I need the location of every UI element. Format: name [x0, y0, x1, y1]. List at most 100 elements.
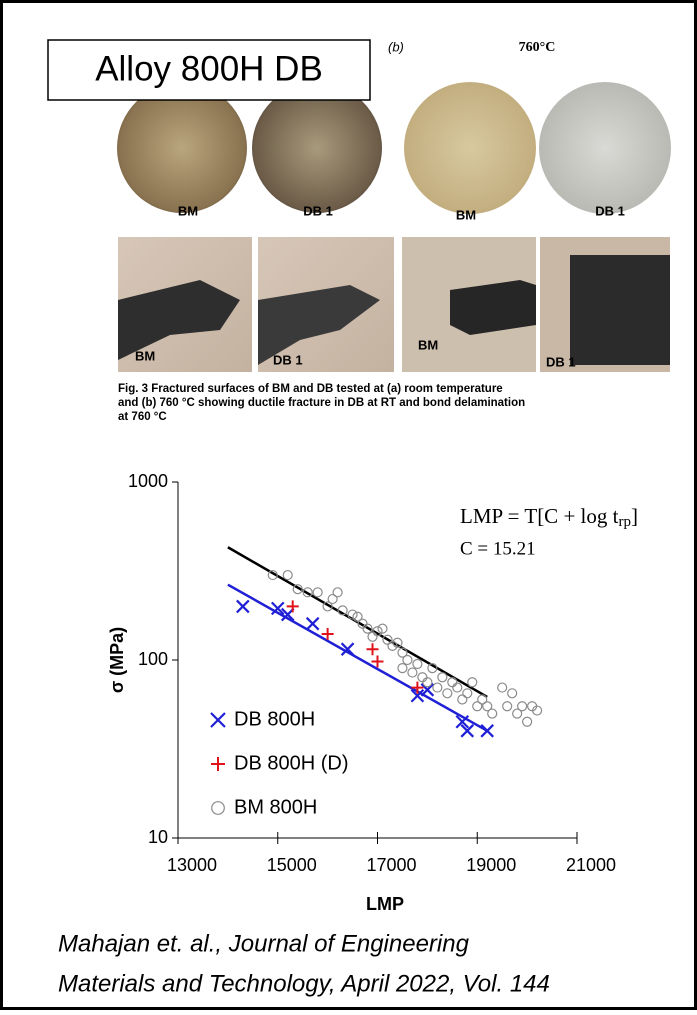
- citation: Mahajan et. al., Journal of Engineering: [58, 930, 470, 957]
- point: [482, 701, 493, 712]
- point: [410, 688, 425, 703]
- point: [340, 642, 355, 656]
- point: [437, 672, 448, 683]
- point: [371, 655, 384, 668]
- point: [462, 688, 473, 699]
- point: [502, 701, 513, 712]
- point: [392, 637, 403, 648]
- point: [377, 623, 388, 634]
- citation: Materials and Technology, April 2022, Vo…: [58, 970, 550, 997]
- point: [292, 584, 303, 595]
- point: [422, 677, 433, 688]
- point: [321, 627, 334, 640]
- title-box: [47, 39, 371, 101]
- photo-label: BM: [178, 203, 198, 218]
- point: [427, 663, 438, 674]
- caption: at 760 °C: [118, 411, 167, 423]
- point: [302, 587, 313, 598]
- point: [457, 694, 468, 705]
- point: [442, 688, 453, 699]
- point: [322, 601, 333, 612]
- photo: [450, 280, 536, 335]
- point: [327, 593, 338, 605]
- point: [432, 682, 443, 693]
- x-tick-label: 15000: [267, 855, 317, 875]
- equation-end: ]: [631, 504, 638, 528]
- equation-main: LMP = T[C + log t: [460, 504, 619, 528]
- x-tick-label: 13000: [167, 855, 217, 875]
- point: [397, 647, 408, 658]
- point: [312, 587, 323, 598]
- y-axis-label: σ (MPa): [107, 627, 127, 693]
- x-axis-label: LMP: [366, 894, 404, 914]
- point: [352, 611, 363, 622]
- point: [407, 667, 418, 678]
- legend-marker: [211, 801, 225, 815]
- point: [447, 677, 458, 688]
- point: [397, 663, 408, 674]
- point: [270, 601, 285, 616]
- point: [477, 694, 488, 705]
- point: [517, 701, 528, 712]
- caption: and (b) 760 °C showing ductile fracture …: [118, 397, 525, 409]
- point: [347, 609, 358, 620]
- equation-sub: rp: [618, 514, 631, 530]
- photo: [118, 280, 240, 360]
- point: [452, 682, 463, 693]
- point: [420, 683, 435, 697]
- panel-label: (b): [388, 39, 404, 54]
- y-tick-label: 100: [138, 649, 168, 669]
- point: [417, 672, 428, 683]
- y-tick-label: 1000: [128, 471, 168, 491]
- photo-label: DB 1: [595, 203, 625, 218]
- photo-label: BM: [456, 207, 476, 222]
- point: [531, 705, 543, 716]
- point: [455, 714, 470, 729]
- photo-label: BM: [418, 337, 438, 352]
- fit-line: [227, 546, 488, 699]
- point: [487, 708, 498, 719]
- point: [337, 605, 348, 616]
- photo: [404, 82, 536, 214]
- point: [267, 569, 278, 581]
- caption: Fig. 3 Fractured surfaces of BM and DB t…: [118, 383, 503, 395]
- point: [236, 599, 250, 614]
- photo-label: DB 1: [546, 354, 576, 369]
- photo: [117, 83, 247, 213]
- point: [512, 708, 523, 719]
- point: [480, 724, 495, 738]
- photo-label: BM: [135, 348, 155, 363]
- point: [472, 701, 483, 712]
- point: [497, 682, 508, 693]
- legend-label: DB 800H: [234, 708, 315, 730]
- legend-marker: [211, 757, 225, 771]
- point: [367, 631, 378, 642]
- point: [305, 616, 320, 631]
- point: [372, 626, 383, 637]
- point: [467, 677, 478, 688]
- y-tick-label: 10: [148, 827, 168, 847]
- fit-line: [227, 583, 488, 732]
- photo: [258, 285, 380, 365]
- point: [286, 600, 299, 613]
- point: [412, 658, 423, 670]
- point: [362, 623, 373, 634]
- photo: [570, 255, 670, 365]
- legend-label: DB 800H (D): [234, 752, 348, 774]
- point: [522, 716, 533, 727]
- point: [387, 640, 398, 652]
- point: [402, 654, 413, 666]
- legend-marker: [210, 712, 226, 728]
- point: [282, 569, 293, 581]
- x-tick-label: 19000: [466, 855, 516, 875]
- title: Alloy 800H DB: [95, 49, 323, 88]
- point: [382, 634, 393, 645]
- x-tick-label: 21000: [566, 855, 616, 875]
- photo: [252, 83, 382, 213]
- photo-label: DB 1: [303, 203, 333, 218]
- point: [507, 688, 518, 699]
- legend-label: BM 800H: [234, 796, 317, 818]
- x-tick-label: 17000: [366, 855, 416, 875]
- equation: LMP = T[C + log trp]: [460, 504, 638, 531]
